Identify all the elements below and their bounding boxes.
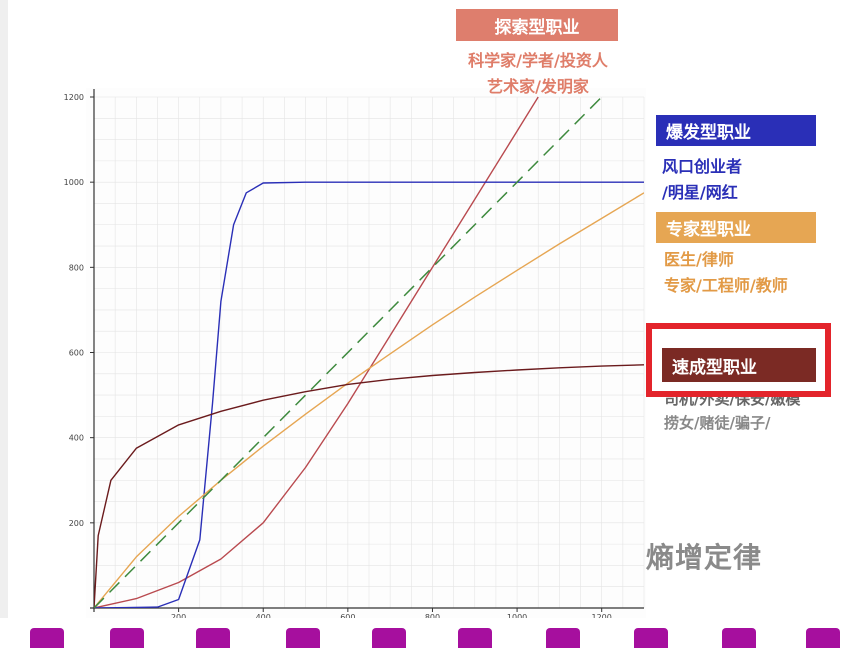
x-tick-label: 400	[256, 613, 271, 622]
axes	[90, 89, 644, 612]
expert-career-line2: 专家/工程师/教师	[664, 276, 788, 295]
subtitle-glyph	[30, 628, 64, 648]
expert-career-examples: 医生/律师 专家/工程师/教师	[664, 247, 788, 299]
subtitle-glyph	[110, 628, 144, 648]
subtitle-strip	[0, 618, 856, 648]
subtitle-glyph	[286, 628, 320, 648]
subtitle-glyph	[806, 628, 840, 648]
subtitle-glyph	[458, 628, 492, 648]
explore-career-line2: 艺术家/发明家	[487, 77, 589, 96]
subtitle-glyph	[634, 628, 668, 648]
x-tick-label: 800	[425, 613, 440, 622]
series-line-探索型职业	[94, 96, 539, 608]
subtitle-glyph	[196, 628, 230, 648]
x-tick-label: 1000	[507, 613, 527, 622]
explore-career-tag: 探索型职业	[456, 9, 618, 41]
entropy-law-label: 熵增定律	[646, 541, 763, 574]
explore-career-line1: 科学家/学者/投资人	[468, 51, 608, 70]
expert-career-tag: 专家型职业	[656, 212, 816, 243]
y-tick-label: 1000	[64, 178, 84, 187]
left-edge-shadow	[0, 0, 8, 648]
subtitle-glyph	[546, 628, 580, 648]
explore-career-examples: 科学家/学者/投资人 艺术家/发明家	[448, 48, 628, 100]
y-tick-label: 400	[69, 434, 84, 443]
quick-career-highlight-box	[646, 323, 831, 397]
series-line-爆发型职业	[94, 181, 644, 608]
subtitle-glyph	[372, 628, 406, 648]
burst-career-examples: 风口创业者 /明星/网红	[662, 154, 742, 206]
y-tick-label: 800	[69, 263, 84, 272]
tick-labels: 200 400 600 800 1000 1200 200 400 600 800 1000 1200	[64, 93, 612, 622]
subtitle-glyph	[722, 628, 756, 648]
plot-background	[86, 88, 646, 618]
burst-career-line2: /明星/网红	[662, 183, 738, 202]
y-tick-label: 1200	[64, 93, 84, 102]
x-tick-label: 600	[340, 613, 355, 622]
y-tick-label: 600	[69, 349, 84, 358]
burst-career-line1: 风口创业者	[662, 157, 743, 176]
quick-career-tag: 速成型职业	[662, 348, 816, 382]
burst-career-tag: 爆发型职业	[656, 115, 816, 146]
expert-career-line1: 医生/律师	[664, 250, 734, 269]
x-tick-label: 200	[171, 613, 186, 622]
series-line-熵增定律	[94, 96, 603, 608]
x-tick-label: 1200	[592, 613, 612, 622]
series-line-速成型职业	[94, 364, 644, 608]
quick-career-line2: 捞女/赌徒/骗子/	[664, 414, 771, 432]
series-line-专家型职业	[94, 192, 644, 608]
series-lines	[94, 96, 644, 608]
y-tick-label: 200	[69, 519, 84, 528]
grid-lines	[94, 96, 645, 608]
